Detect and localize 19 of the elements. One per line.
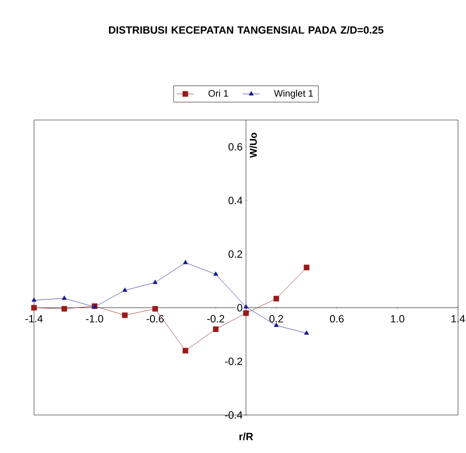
y-tick-label: -0.2	[225, 358, 242, 366]
x-tick-label: 0.2	[269, 315, 284, 322]
x-axis-title: r/R	[239, 432, 254, 440]
y-tick-label: 0.6	[228, 143, 242, 151]
x-tick-label: -1.0	[86, 315, 104, 322]
x-tick-label: 0.6	[330, 315, 344, 322]
x-tick-label: 1.0	[390, 315, 404, 322]
x-tick-label: -1.4	[25, 315, 43, 322]
x-tick-label: 1.4	[452, 315, 465, 322]
legend-label: Ori 1	[208, 90, 228, 97]
chart-title: DISTRIBUSI KECEPATAN TANGENSIAL PADA Z/D=0.25	[109, 26, 384, 34]
legend-label: Winglet 1	[274, 90, 313, 99]
y-tick-label: 0	[237, 304, 242, 312]
y-tick-label: -0.4	[225, 411, 242, 419]
x-tick-label: -0.6	[146, 315, 164, 322]
x-tick-label: -0.2	[207, 315, 224, 322]
y-axis-title: W/Uo	[250, 132, 257, 158]
y-tick-label: 0.2	[228, 250, 242, 258]
y-tick-label: 0.4	[228, 196, 242, 204]
